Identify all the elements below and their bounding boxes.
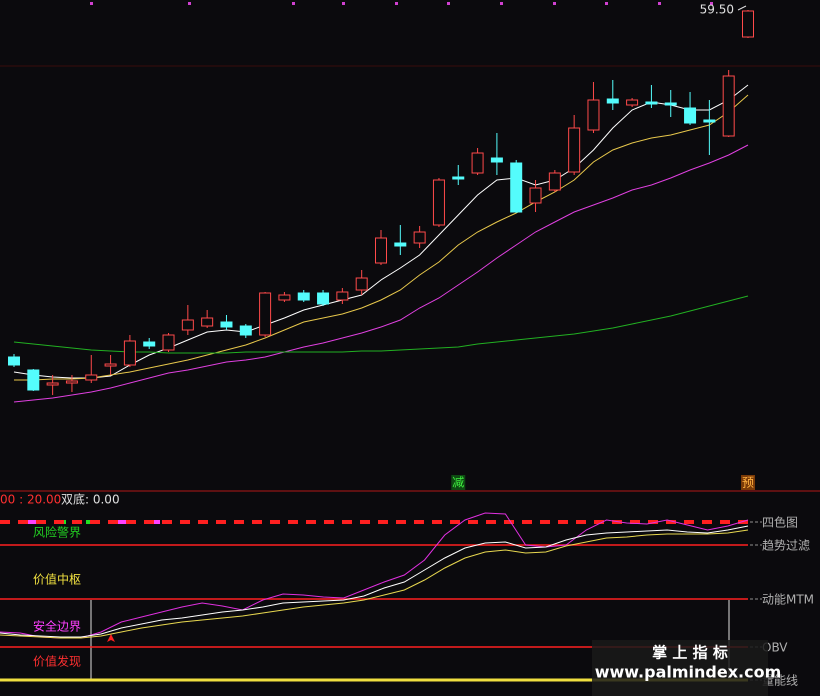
candle-body bbox=[548, 172, 561, 191]
candle-body bbox=[104, 363, 117, 367]
candle-body bbox=[394, 242, 407, 247]
max-price-pointer bbox=[737, 5, 747, 11]
candle-body bbox=[220, 321, 233, 328]
candle-body bbox=[123, 340, 136, 366]
level-label: OBV bbox=[762, 641, 788, 655]
candle-body bbox=[703, 119, 716, 123]
candle-body bbox=[626, 99, 639, 106]
candle-body bbox=[336, 291, 349, 301]
candle-body bbox=[471, 152, 484, 174]
candle-body bbox=[143, 341, 156, 347]
candle-body bbox=[587, 99, 600, 131]
candle-body bbox=[742, 10, 754, 38]
candle-body bbox=[201, 317, 214, 327]
candle-body bbox=[684, 107, 697, 124]
signal-label: 预 bbox=[742, 476, 754, 490]
max-price-label: 59.50 bbox=[700, 3, 734, 17]
header-value: 00 : 20.00 bbox=[0, 493, 61, 507]
indicator-line bbox=[0, 512, 749, 639]
watermark-url: www.palmindex.com bbox=[595, 663, 782, 682]
candle-body bbox=[432, 179, 445, 226]
candle-body bbox=[355, 277, 368, 291]
ma-line bbox=[14, 94, 749, 381]
candle-body bbox=[529, 187, 542, 204]
candle-body bbox=[278, 294, 291, 301]
signal-label: 减 bbox=[452, 476, 464, 490]
candle-body bbox=[645, 101, 658, 105]
candle-body bbox=[452, 176, 465, 180]
candle-body bbox=[317, 292, 330, 305]
indicator-line bbox=[0, 525, 749, 638]
watermark-title: 掌 上 指 标 bbox=[652, 644, 728, 662]
level-label: 量能线 bbox=[762, 674, 798, 688]
candle-body bbox=[8, 356, 20, 366]
signal-box bbox=[741, 475, 755, 490]
candle-body bbox=[413, 231, 426, 244]
ma-line bbox=[13, 295, 749, 354]
zone-label: 价值中枢 bbox=[33, 572, 81, 587]
level-label: 趋势过滤 bbox=[762, 539, 810, 553]
candle-body bbox=[375, 237, 387, 264]
candle-body bbox=[27, 369, 40, 391]
candle-body bbox=[490, 157, 503, 163]
candle-body bbox=[65, 380, 78, 384]
zone-label: 价值发现 bbox=[33, 654, 81, 669]
top-dots bbox=[90, 2, 713, 5]
candle-body bbox=[510, 162, 523, 213]
zone-label: 风险警界 bbox=[33, 525, 81, 540]
signal-box bbox=[451, 475, 466, 490]
candle-body bbox=[568, 127, 581, 173]
zone-label: 安全边界 bbox=[33, 619, 81, 634]
level-label: 动能MTM bbox=[762, 593, 814, 607]
candle-body bbox=[46, 382, 59, 386]
header-label: 双底: 0.00 bbox=[61, 492, 120, 507]
candle-body bbox=[162, 334, 175, 351]
watermark-box bbox=[592, 640, 768, 696]
candle-body bbox=[664, 102, 677, 106]
level-label: 四色图 bbox=[762, 516, 798, 530]
candle-body bbox=[606, 98, 619, 104]
candle-body bbox=[259, 292, 272, 336]
indicator-line bbox=[0, 529, 749, 639]
candle-body bbox=[722, 75, 735, 137]
candle-body bbox=[181, 319, 194, 331]
ma-line bbox=[13, 84, 749, 379]
candle-body bbox=[239, 325, 252, 336]
candle-body bbox=[85, 374, 98, 381]
ma-line bbox=[13, 144, 749, 403]
candle-body bbox=[297, 292, 310, 301]
buy-arrow bbox=[107, 634, 115, 642]
